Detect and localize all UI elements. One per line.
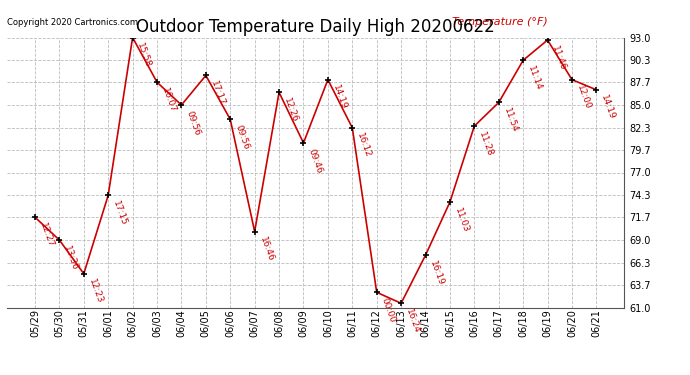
Text: 11:28: 11:28	[477, 130, 495, 158]
Text: 00:00: 00:00	[380, 297, 397, 324]
Text: 11:03: 11:03	[453, 206, 470, 234]
Text: 16:46: 16:46	[257, 236, 275, 263]
Text: Temperature (°F): Temperature (°F)	[451, 17, 547, 27]
Text: 12:27: 12:27	[38, 221, 55, 249]
Text: 14:19: 14:19	[600, 94, 617, 121]
Text: 13:36: 13:36	[62, 244, 79, 272]
Text: 14:19: 14:19	[331, 84, 348, 111]
Text: 09:56: 09:56	[184, 109, 201, 136]
Text: 17:15: 17:15	[111, 200, 128, 227]
Text: 16:24: 16:24	[404, 308, 422, 334]
Text: 09:46: 09:46	[306, 147, 324, 174]
Text: 09:56: 09:56	[233, 124, 250, 151]
Text: 12:00: 12:00	[575, 84, 592, 111]
Text: 17:17: 17:17	[209, 80, 226, 107]
Text: 16:12: 16:12	[355, 132, 373, 159]
Text: 12:26: 12:26	[282, 97, 299, 124]
Text: Copyright 2020 Cartronics.com: Copyright 2020 Cartronics.com	[7, 18, 138, 27]
Text: 11:46: 11:46	[551, 44, 568, 72]
Text: 16:19: 16:19	[428, 260, 446, 287]
Text: 12:23: 12:23	[87, 278, 104, 305]
Text: 11:14: 11:14	[526, 64, 543, 92]
Text: 11:54: 11:54	[502, 107, 519, 134]
Text: 16:07: 16:07	[160, 87, 177, 114]
Text: 15:58: 15:58	[135, 42, 153, 69]
Title: Outdoor Temperature Daily High 20200622: Outdoor Temperature Daily High 20200622	[137, 18, 495, 36]
